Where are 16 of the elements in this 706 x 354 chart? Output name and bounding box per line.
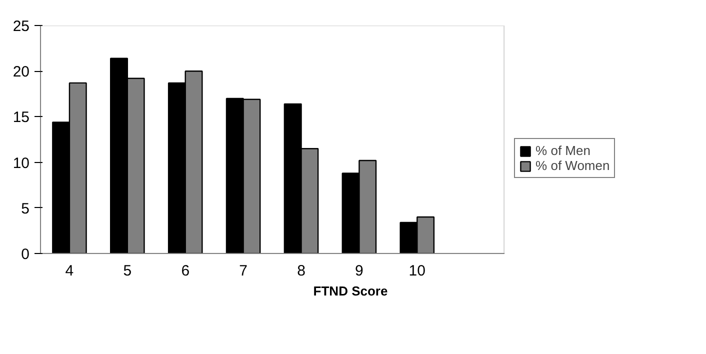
x-tick-label: 8 [297,262,306,280]
y-tick-label: 15 [12,109,30,126]
y-tick-label: 0 [21,246,30,263]
y-tick-label: 20 [12,64,30,81]
x-tick-label: 4 [65,262,74,280]
x-tick-label: 7 [239,262,248,280]
legend-label: % of Women [536,158,610,173]
y-tick-label: 5 [21,200,30,218]
x-tick-label: 5 [123,262,132,280]
x-axis-title: FTND Score [313,284,388,298]
x-tick-label: 10 [408,262,426,280]
legend-label: % of Men [536,143,590,158]
y-tick-label: 25 [12,18,30,35]
x-tick-label: 6 [181,262,190,280]
x-tick-label: 9 [355,262,364,280]
y-tick-label: 10 [12,154,30,172]
